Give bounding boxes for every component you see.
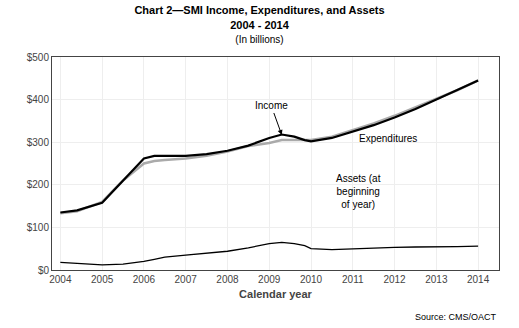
svg-text:2012: 2012 (383, 274, 406, 285)
svg-text:Calendar year: Calendar year (239, 288, 312, 300)
svg-text:2009: 2009 (258, 274, 281, 285)
svg-text:2006: 2006 (133, 274, 156, 285)
svg-text:2005: 2005 (91, 274, 114, 285)
svg-text:$500: $500 (27, 52, 50, 63)
svg-text:2011: 2011 (342, 274, 364, 285)
svg-text:2007: 2007 (175, 274, 198, 285)
svg-text:2010: 2010 (300, 274, 323, 285)
svg-text:2008: 2008 (216, 274, 239, 285)
svg-text:Chart 2—SMI Income, Expenditur: Chart 2—SMI Income, Expenditures, and As… (134, 4, 384, 45)
svg-text:$100: $100 (27, 222, 50, 233)
svg-text:$0: $0 (38, 265, 50, 276)
svg-text:Expenditures: Expenditures (359, 133, 417, 144)
svg-text:Assets (atbeginningof year): Assets (atbeginningof year) (336, 173, 381, 210)
svg-text:2004: 2004 (49, 274, 72, 285)
svg-text:$400: $400 (27, 94, 50, 105)
svg-text:2013: 2013 (425, 274, 448, 285)
svg-text:$300: $300 (27, 137, 50, 148)
svg-text:2014: 2014 (467, 274, 490, 285)
svg-text:Income: Income (255, 100, 288, 111)
svg-text:$200: $200 (27, 179, 50, 190)
svg-text:Source: CMS/OACT: Source: CMS/OACT (415, 312, 497, 322)
